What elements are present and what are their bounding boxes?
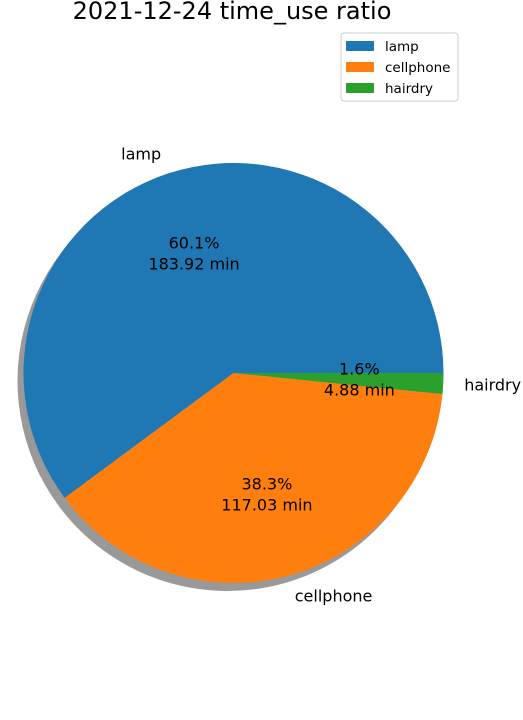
slice-label-cellphone: cellphone: [295, 587, 373, 606]
legend-items: lamp cellphone hairdry: [346, 39, 450, 97]
slice-percent-cellphone: 38.3%: [241, 474, 292, 493]
chart-title: 2021-12-24 time_use ratio: [73, 0, 392, 25]
slice-percent-lamp: 60.1%: [169, 233, 220, 252]
slice-label-lamp: lamp: [121, 145, 161, 164]
legend-swatch-cellphone: [346, 62, 374, 72]
pie-labels: lamp 60.1% 183.92 min cellphone 38.3% 117.03 …: [121, 145, 521, 606]
slice-cellphone: [64, 373, 443, 584]
slice-minutes-lamp: 183.92 min: [148, 254, 239, 273]
slice-minutes-cellphone: 117.03 min: [221, 495, 312, 514]
slice-hairdry: [233, 373, 444, 395]
legend: lamp cellphone hairdry: [340, 32, 459, 102]
legend-swatch-lamp: [346, 41, 374, 51]
pie-slices: [23, 163, 444, 584]
legend-label-hairdry: hairdry: [385, 81, 433, 97]
legend-swatch-hairdry: [346, 83, 374, 93]
slice-minutes-hairdry: 4.88 min: [324, 380, 395, 399]
legend-label-lamp: lamp: [385, 39, 419, 55]
slice-label-hairdry: hairdry: [464, 376, 521, 395]
slice-percent-hairdry: 1.6%: [339, 359, 380, 378]
legend-label-cellphone: cellphone: [385, 60, 450, 76]
slice-lamp: [23, 163, 444, 498]
